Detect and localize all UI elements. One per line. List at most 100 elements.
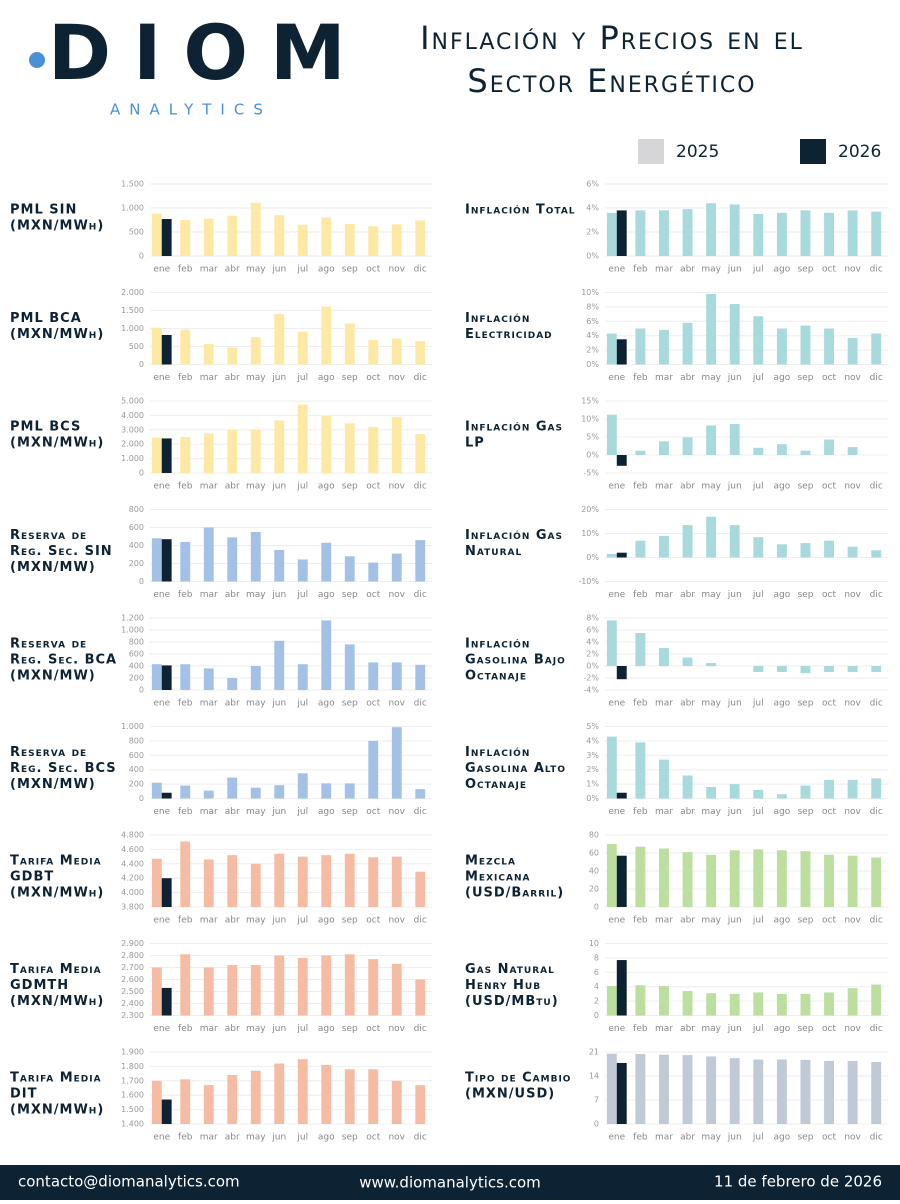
bar — [729, 204, 740, 256]
x-tick-label: feb — [633, 916, 648, 926]
bar — [753, 849, 764, 907]
y-tick-label: 5% — [586, 433, 599, 442]
chart-label: Inflación — [465, 745, 530, 760]
bar — [776, 544, 787, 558]
y-tick-label: 10% — [581, 529, 599, 538]
y-tick-label: 1.400 — [121, 1120, 144, 1129]
y-tick-label: 0% — [586, 451, 599, 460]
x-tick-label: oct — [822, 590, 836, 600]
bar — [391, 224, 402, 256]
bar — [847, 855, 858, 907]
chart-label: (MXN/MWh) — [10, 219, 104, 234]
x-tick-label: mar — [655, 1024, 673, 1034]
x-tick-label: nov — [844, 482, 861, 492]
x-tick-label: oct — [822, 699, 836, 709]
bar — [344, 954, 355, 1016]
bar — [415, 220, 426, 256]
x-tick-label: feb — [178, 590, 193, 600]
bar — [871, 984, 882, 1016]
y-tick-label: 2.500 — [121, 987, 144, 996]
x-tick-label: jul — [752, 1024, 764, 1034]
bar — [847, 666, 858, 672]
bar — [800, 210, 811, 256]
x-tick-label: nov — [388, 373, 405, 383]
bar — [250, 787, 261, 799]
bar — [659, 848, 669, 907]
x-tick-label: jun — [271, 1133, 286, 1143]
bar — [227, 855, 238, 907]
bar — [274, 314, 285, 365]
x-tick-label: feb — [178, 699, 193, 709]
bar — [180, 785, 191, 799]
bar — [729, 993, 740, 1016]
y-tick-label: 60 — [589, 849, 599, 858]
y-tick-label: 6 — [594, 968, 599, 977]
x-tick-label: jun — [271, 482, 286, 492]
x-tick-label: oct — [366, 482, 380, 492]
bar — [321, 1064, 332, 1124]
legend-swatch — [800, 139, 826, 164]
x-tick-label: ene — [608, 482, 625, 492]
bar — [391, 662, 402, 690]
x-tick-label: mar — [200, 807, 218, 817]
bar — [753, 1059, 764, 1124]
chart-label: Inflación Total — [465, 203, 576, 218]
bar — [659, 648, 669, 666]
bar — [753, 214, 764, 256]
bar — [616, 792, 627, 799]
x-tick-label: abr — [225, 807, 240, 817]
chart-label: Mezcla — [465, 854, 516, 869]
x-tick-label: abr — [225, 482, 240, 492]
x-tick-label: may — [701, 482, 721, 492]
x-tick-label: abr — [680, 699, 695, 709]
bar — [753, 316, 764, 365]
chart-label: (MXN/MWh) — [10, 1103, 104, 1118]
x-tick-label: ene — [153, 807, 170, 817]
y-tick-label: 5.000 — [121, 397, 144, 406]
bar — [250, 429, 261, 473]
y-tick-label: 1.500 — [121, 306, 144, 315]
bar — [151, 213, 162, 256]
x-tick-label: may — [246, 916, 266, 926]
x-tick-label: jun — [727, 699, 742, 709]
x-tick-label: dic — [414, 699, 427, 709]
bar — [706, 854, 717, 907]
y-tick-label: -2% — [583, 674, 599, 683]
x-tick-label: ene — [608, 590, 625, 600]
bar — [203, 668, 214, 690]
chart-label: Inflación — [465, 311, 530, 326]
bar — [161, 665, 172, 690]
x-tick-label: jul — [752, 1133, 764, 1143]
x-tick-label: ene — [608, 265, 625, 275]
bar — [776, 666, 787, 672]
bar — [227, 965, 238, 1016]
bar — [391, 856, 402, 907]
y-tick-label: 1.000 — [121, 324, 144, 333]
x-tick-label: ago — [774, 373, 791, 383]
x-tick-label: oct — [366, 265, 380, 275]
chart-label: (MXN/MWh) — [10, 994, 104, 1009]
bar — [203, 343, 214, 365]
bar — [635, 1054, 646, 1124]
bar — [847, 1060, 858, 1124]
y-tick-label: 4% — [586, 638, 599, 647]
x-tick-label: abr — [225, 1024, 240, 1034]
x-tick-label: dic — [870, 916, 883, 926]
x-tick-label: nov — [844, 373, 861, 383]
y-tick-label: 1.500 — [121, 180, 144, 189]
x-tick-label: oct — [366, 916, 380, 926]
bar — [706, 663, 717, 666]
x-tick-label: ago — [774, 590, 791, 600]
x-tick-label: jun — [271, 1024, 286, 1034]
bar — [706, 1056, 717, 1124]
x-tick-label: ago — [318, 807, 335, 817]
bar — [706, 786, 717, 799]
bar — [321, 217, 332, 256]
footer-date: 11 de febrero de 2026 — [714, 1173, 882, 1191]
bar — [321, 416, 332, 473]
bar — [871, 778, 882, 799]
x-tick-label: nov — [388, 807, 405, 817]
x-tick-label: nov — [388, 590, 405, 600]
chart-label: PML SIN — [10, 203, 77, 218]
x-tick-label: sep — [797, 1133, 813, 1143]
